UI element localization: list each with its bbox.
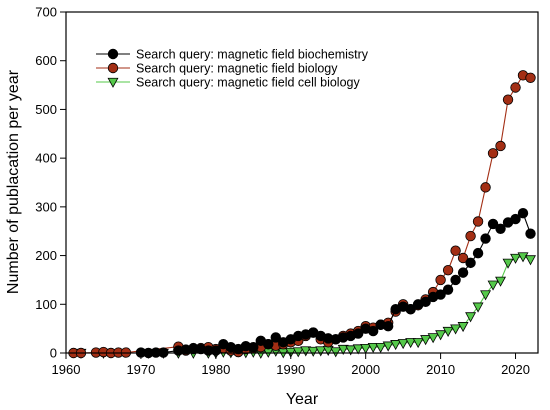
data-point xyxy=(330,347,342,358)
x-tick-label: 2020 xyxy=(501,362,530,377)
data-point xyxy=(472,247,484,259)
data-point xyxy=(435,289,446,300)
series-layer xyxy=(68,70,536,359)
data-point xyxy=(390,340,402,351)
data-point xyxy=(412,338,424,349)
data-point xyxy=(457,267,469,278)
data-point xyxy=(420,335,432,346)
data-point xyxy=(345,345,357,356)
data-point xyxy=(495,276,507,287)
legend-marker xyxy=(107,62,119,74)
data-point xyxy=(450,245,461,256)
data-point xyxy=(292,347,304,358)
data-point xyxy=(480,233,491,244)
data-point xyxy=(382,321,394,332)
series-line xyxy=(73,74,531,354)
data-point xyxy=(457,322,469,333)
data-point xyxy=(427,333,439,344)
x-tick-label: 1960 xyxy=(52,362,81,377)
data-point xyxy=(525,228,536,239)
y-tick-label: 100 xyxy=(35,297,57,312)
axis-ticks: 1960 1970 1980 1990 2000 2010 2020 0 100 200 300 40… xyxy=(35,5,530,378)
data-point xyxy=(270,332,281,343)
data-point xyxy=(360,343,372,355)
data-point xyxy=(480,182,491,193)
data-point xyxy=(405,338,417,349)
data-point xyxy=(367,325,379,337)
data-point xyxy=(517,207,529,219)
y-tick-label: 300 xyxy=(35,199,57,214)
data-point xyxy=(502,94,514,105)
legend-label: Search query: magnetic field biology xyxy=(136,61,338,75)
data-point xyxy=(480,290,492,301)
data-point xyxy=(465,312,477,323)
data-point xyxy=(472,216,484,227)
data-point xyxy=(442,326,454,337)
x-axis-title: Year xyxy=(286,391,319,408)
data-point xyxy=(487,148,499,159)
x-tick-label: 1990 xyxy=(276,362,305,377)
data-point xyxy=(450,274,461,286)
data-point xyxy=(263,339,274,350)
data-point xyxy=(375,342,387,354)
data-point xyxy=(248,341,259,353)
y-tick-label: 700 xyxy=(35,5,57,20)
series-1 xyxy=(135,207,536,359)
y-tick-label: 0 xyxy=(50,346,57,361)
legend-label: Search query: magnetic field biochemistr… xyxy=(136,47,369,61)
data-point xyxy=(450,324,462,335)
y-tick-label: 500 xyxy=(35,102,57,117)
data-point xyxy=(517,252,529,263)
data-point xyxy=(495,140,506,152)
data-point xyxy=(435,330,447,341)
legend-marker xyxy=(107,77,119,88)
y-axis-title: Number of publacation per year xyxy=(5,69,22,294)
data-point xyxy=(457,252,469,264)
y-tick-label: 200 xyxy=(35,248,57,263)
data-point xyxy=(352,344,364,355)
y-tick-label: 400 xyxy=(35,151,57,166)
data-point xyxy=(495,223,506,234)
data-point xyxy=(465,257,476,269)
x-tick-label: 1970 xyxy=(126,362,155,377)
data-point xyxy=(465,230,476,242)
data-point xyxy=(442,264,454,276)
data-point xyxy=(420,296,431,308)
data-point xyxy=(382,341,394,352)
data-point xyxy=(352,328,364,339)
data-point xyxy=(435,274,446,286)
x-tick-label: 2010 xyxy=(426,362,455,377)
legend: Search query: magnetic field biochemistr… xyxy=(96,47,369,89)
data-point xyxy=(307,346,319,357)
data-point xyxy=(405,303,416,315)
legend-marker xyxy=(107,48,119,60)
data-point xyxy=(367,342,379,354)
data-point xyxy=(525,72,536,83)
data-point xyxy=(487,280,499,291)
data-point xyxy=(502,258,514,269)
data-point xyxy=(510,82,521,93)
plot-frame xyxy=(65,11,539,354)
data-point xyxy=(442,284,454,295)
x-tick-label: 1980 xyxy=(201,362,230,377)
data-point xyxy=(397,339,409,350)
data-point xyxy=(315,346,327,357)
data-point xyxy=(510,213,521,225)
y-tick-label: 600 xyxy=(35,53,57,68)
x-tick-label: 2000 xyxy=(351,362,380,377)
legend-label: Search query: magnetic field cell biolog… xyxy=(136,75,360,89)
data-point xyxy=(487,218,499,230)
data-point xyxy=(300,346,312,357)
data-point xyxy=(510,253,521,264)
data-point xyxy=(525,255,536,266)
data-point xyxy=(337,344,349,355)
series-2 xyxy=(68,70,536,359)
data-point xyxy=(472,302,484,313)
